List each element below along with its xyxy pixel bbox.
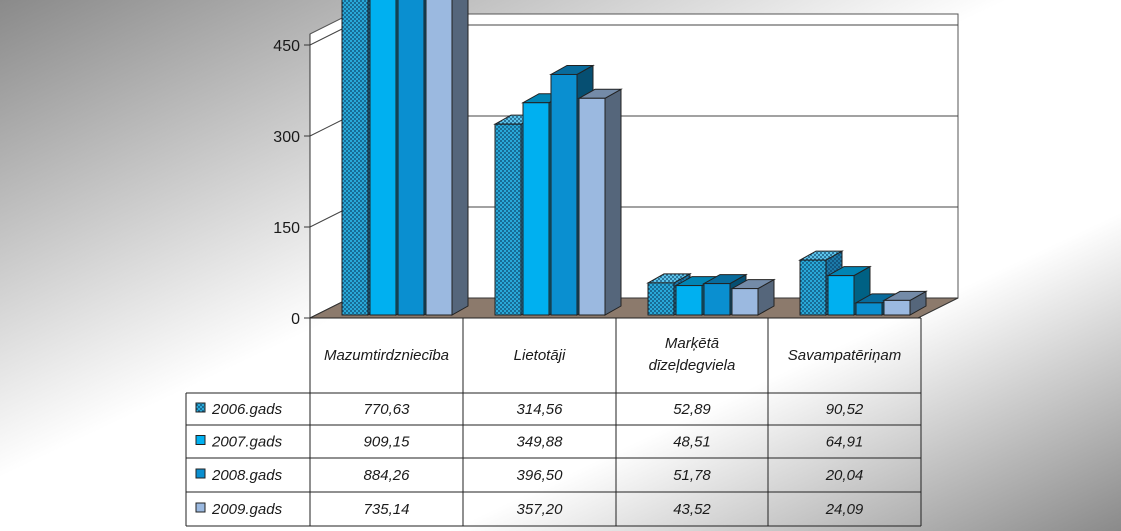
category-label: dīzeļdegviela [649,357,736,374]
data-cell: 349,88 [517,434,564,451]
category-label: Mazumtirdzniecība [324,347,449,364]
data-cell: 314,56 [517,401,564,418]
bar-front [883,299,911,316]
bar-front [827,275,855,316]
data-cell: 48,51 [673,434,711,451]
data-cell: 51,78 [673,467,711,484]
legend-swatch-2006.gads [195,402,206,413]
data-cell: 396,50 [517,467,564,484]
bar-front [703,283,731,316]
bar-front [578,97,606,316]
bar-2009.gads-1 [577,88,623,316]
legend-label: 2009.gads [211,501,283,518]
legend-swatch-2009.gads [195,502,206,513]
category-label: Marķētā [665,335,719,352]
data-cell: 52,89 [673,401,711,418]
data-cell: 735,14 [364,501,410,518]
data-cell: 20,04 [825,467,864,484]
data-cell: 770,63 [364,401,411,418]
y-tick-label: 0 [291,311,300,328]
legend-label: 2008.gads [211,467,283,484]
data-table: Mazumtirdzniecība Lietotāji Marķētā dīzeļde… [185,317,922,527]
bar-front [522,102,550,316]
legend-swatch-2007.gads [195,435,206,445]
bar-front [397,0,425,316]
bar-front [731,288,759,316]
plot-area: 0150300450600750900MazumtirdzniecībaLiet… [185,0,959,527]
y-tick-label: 300 [273,129,300,146]
bar-side [451,0,469,316]
y-tick-label: 150 [273,220,300,237]
data-cell: 64,91 [826,434,864,451]
legend-label: 2006.gads [211,401,283,418]
bar-front [341,0,369,316]
bar-2009.gads-3 [882,290,928,316]
bar-front [647,282,675,316]
bar-2009.gads-0 [425,0,469,316]
y-tick-label: 450 [273,38,300,55]
legend-swatch-2008.gads [195,468,206,479]
data-cell: 357,20 [517,501,564,518]
data-cell: 90,52 [826,401,864,418]
bar-front [799,259,827,316]
data-cell: 909,15 [364,434,411,451]
data-cell: 43,52 [673,501,711,518]
bar-front [550,73,578,316]
category-label: Lietotāji [514,347,566,364]
bar-front [675,285,703,316]
data-cell: 24,09 [825,501,864,518]
bar-front [369,0,397,316]
bar-front [425,0,453,316]
legend-label: 2007.gads [211,434,283,451]
category-label: Savampatēriņam [788,347,901,364]
bar-2009.gads-2 [730,278,776,316]
bar-side [604,88,622,316]
bar-front [855,302,883,316]
data-cell: 884,26 [364,467,411,484]
bar-front [494,123,522,316]
